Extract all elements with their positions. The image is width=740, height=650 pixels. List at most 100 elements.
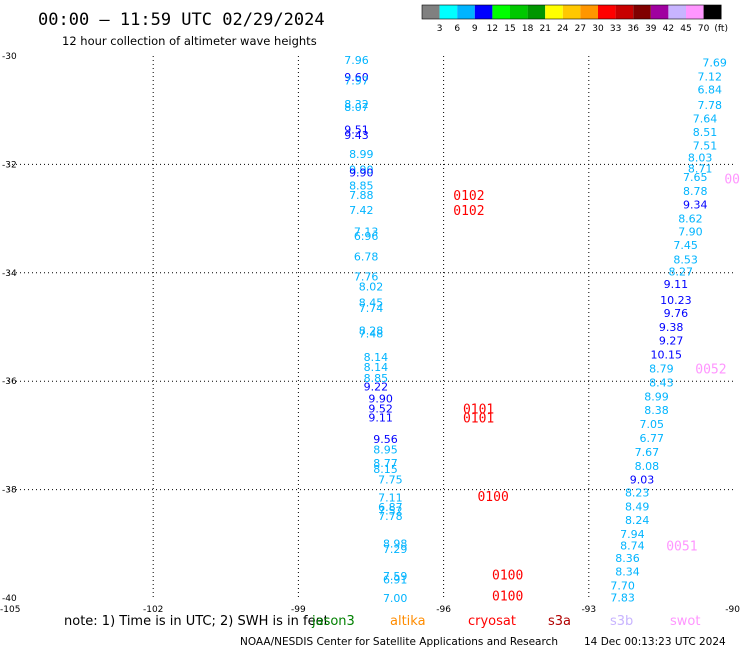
- wave-height-label: 8.38: [644, 404, 669, 417]
- colorbar-swatch: [650, 5, 669, 19]
- wave-height-label: 9.22: [364, 381, 389, 394]
- colorbar-label: 36: [627, 24, 639, 34]
- color-scale-legend: 3 6 9 12 15 18 21 24 27 30 33 36 39 42 45 70 (ft): [421, 4, 728, 34]
- pass-number-label: 0101: [463, 412, 494, 427]
- wave-height-label: 8.95: [373, 443, 398, 456]
- wave-height-label: 7.59: [383, 570, 408, 583]
- colorbar-label: 27: [575, 24, 586, 34]
- colorbar-swatch: [474, 5, 493, 19]
- colorbar-label: 30: [592, 24, 604, 34]
- colorbar-label: 12: [487, 24, 498, 34]
- wave-height-label: 7.65: [683, 171, 708, 184]
- pass-number-label: 0053: [724, 172, 740, 187]
- wave-height-label: 7.69: [702, 57, 727, 70]
- colorbar-swatch: [686, 5, 704, 19]
- pass-number-label: 0100: [477, 490, 508, 505]
- colorbar-swatch: [492, 5, 510, 19]
- wave-height-label: 8.07: [344, 101, 369, 114]
- wave-height-label: 7.00: [383, 592, 408, 605]
- wave-height-label: 7.05: [639, 418, 664, 431]
- y-tick-label: -40: [2, 594, 17, 604]
- wave-height-label: 9.76: [664, 307, 689, 320]
- wave-height-label: 10.15: [650, 349, 682, 362]
- wave-height-label: 8.24: [625, 514, 650, 527]
- wave-height-label: 9.56: [373, 433, 398, 446]
- wave-height-label: 7.12: [698, 71, 723, 84]
- footer-note: note: 1) Time is in UTC; 2) SWH is in fe…: [64, 614, 329, 629]
- y-tick-label: -30: [2, 52, 17, 62]
- pass-number-label: 0101: [463, 402, 494, 417]
- colorbar-swatch: [615, 5, 634, 19]
- wave-height-label: 8.62: [678, 213, 703, 226]
- wave-height-label: 8.98: [383, 537, 408, 550]
- satellite-name: s3b: [610, 614, 633, 629]
- colorbar-label: 3: [437, 24, 443, 34]
- colorbar-frame: [421, 4, 722, 20]
- pass-number-label: 0100: [492, 589, 523, 604]
- wave-height-label: 7.76: [354, 271, 379, 284]
- colorbar-swatch: [562, 5, 581, 19]
- colorbar-label: 45: [680, 24, 691, 34]
- wave-height-label: 8.28: [359, 324, 384, 337]
- wave-height-label: 8.23: [625, 486, 650, 499]
- colorbar-swatch: [545, 5, 563, 19]
- x-tick-label: -102: [143, 605, 163, 615]
- x-tick-label: -96: [436, 605, 451, 615]
- wave-height-label: 7.67: [635, 446, 660, 459]
- wave-height-label: 8.45: [359, 297, 384, 310]
- pass-number-label: 0102: [453, 189, 484, 204]
- wave-height-label: 7.64: [693, 112, 718, 125]
- wave-height-label: 8.85: [349, 180, 374, 193]
- wave-height-label: 7.75: [378, 473, 403, 486]
- wave-height-label: 7.78: [378, 510, 403, 523]
- footer-credit: NOAA/NESDIS Center for Satellite Applica…: [240, 636, 558, 648]
- wave-height-label: 7.78: [698, 99, 723, 112]
- colorbar-swatch: [580, 5, 598, 19]
- wave-height-label: 9.90: [349, 167, 374, 180]
- wave-height-label: 9.51: [344, 124, 369, 137]
- colorbar-swatch: [598, 5, 616, 19]
- wave-height-label: 8.34: [615, 565, 640, 578]
- colorbar-swatch: [703, 5, 722, 19]
- wave-height-label: 9.43: [344, 129, 369, 142]
- wave-height-label: 7.45: [673, 239, 698, 252]
- wave-height-label: 8.08: [635, 460, 660, 473]
- satellite-name: s3a: [548, 614, 571, 629]
- colorbar-label: 39: [645, 24, 657, 34]
- wave-height-label: 9.27: [659, 335, 684, 348]
- colorbar-swatch: [457, 5, 475, 19]
- axis-ticks: -30 -32 -34 -36 -38 -40-105 -102 -99 -96 -93 -90: [0, 52, 740, 615]
- wave-height-label: 9.38: [659, 321, 684, 334]
- pass-number-label: 0100: [492, 569, 523, 584]
- wave-height-label: 8.71: [688, 163, 713, 176]
- wave-height-label: 8.51: [693, 126, 718, 139]
- wave-height-label: 7.97: [344, 74, 369, 87]
- wave-height-label: 8.36: [615, 552, 640, 565]
- wave-height-label: 10.23: [660, 294, 692, 307]
- colorbar-swatch: [422, 5, 440, 19]
- wave-height-label: 8.49: [625, 500, 650, 513]
- chart-subtitle: 12 hour collection of altimeter wave hei…: [62, 34, 317, 48]
- wave-height-label: 7.13: [354, 226, 379, 239]
- wave-height-label: 8.15: [373, 463, 398, 476]
- satellite-name: jason3: [311, 614, 355, 629]
- colorbar-label: 15: [504, 24, 515, 34]
- wave-height-label: 9.34: [683, 199, 708, 212]
- wave-height-label: 8.99: [349, 148, 374, 161]
- x-tick-label: -99: [291, 605, 306, 615]
- chart-title: 00:00 – 11:59 UTC 02/29/2024: [38, 10, 325, 30]
- wave-height-label: 6.84: [698, 84, 723, 97]
- wave-height-label: 8.77: [373, 457, 398, 470]
- colorbar-label: (ft): [714, 24, 728, 34]
- satellite-name: cryosat: [468, 614, 516, 629]
- wave-height-label: 6.78: [354, 251, 379, 264]
- pass-number-label: 0051: [666, 539, 697, 554]
- wave-height-label: 7.70: [610, 580, 635, 593]
- wave-height-label: 9.90: [368, 393, 393, 406]
- y-tick-label: -38: [2, 486, 17, 496]
- satellite-name: altika: [390, 614, 426, 629]
- colorbar-swatch: [510, 5, 528, 19]
- wave-height-label: 8.14: [364, 351, 389, 364]
- wave-height-label: 8.03: [688, 151, 713, 164]
- x-tick-label: -93: [581, 605, 596, 615]
